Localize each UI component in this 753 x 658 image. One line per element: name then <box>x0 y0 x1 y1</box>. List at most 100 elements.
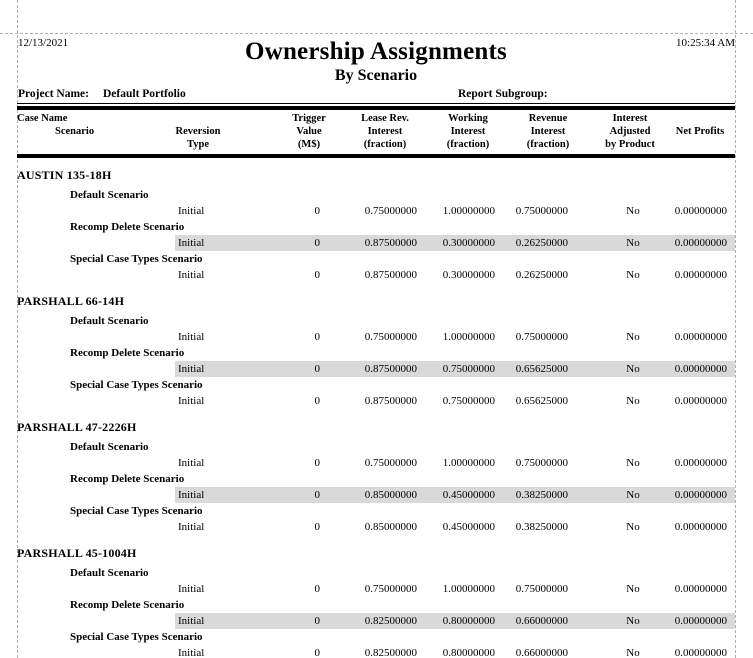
lease-rev-interest-cell: 0.75000000 <box>364 205 417 217</box>
page-margin-guide-top <box>0 33 753 34</box>
lease-rev-interest-cell: 0.87500000 <box>364 269 417 281</box>
scenario-name: Special Case Types Scenario <box>70 379 203 391</box>
scenario-label-row: Default Scenario <box>17 565 735 581</box>
scenario-data-row: Initial 0 0.82500000 0.80000000 0.66000000 No… <box>17 613 735 629</box>
row-highlight <box>175 613 735 629</box>
scenario-label-row: Special Case Types Scenario <box>17 251 735 267</box>
working-interest-cell: 1.00000000 <box>442 583 495 595</box>
revenue-interest-cell: 0.38250000 <box>515 521 568 533</box>
revenue-interest-cell: 0.26250000 <box>515 237 568 249</box>
col-header-lease-rev: Lease Rev. Interest (fraction) <box>361 113 409 150</box>
net-profits-cell: 0.00000000 <box>674 521 727 533</box>
revenue-interest-cell: 0.38250000 <box>515 489 568 501</box>
scenario-label-row: Default Scenario <box>17 313 735 329</box>
case-name: AUSTIN 135-18H <box>17 168 112 182</box>
working-interest-cell: 0.45000000 <box>442 521 495 533</box>
lease-rev-interest-cell: 0.82500000 <box>364 647 417 658</box>
revenue-interest-cell: 0.65625000 <box>515 363 568 375</box>
working-interest-cell: 1.00000000 <box>442 331 495 343</box>
net-profits-cell: 0.00000000 <box>674 615 727 627</box>
interest-adjusted-cell: No <box>626 363 640 375</box>
trigger-value-cell: 0 <box>314 615 321 627</box>
col-header-case-name: Case Name <box>17 113 68 124</box>
row-highlight <box>175 235 735 251</box>
reversion-type-cell: Initial <box>178 237 205 249</box>
interest-adjusted-cell: No <box>626 583 640 595</box>
interest-adjusted-cell: No <box>626 521 640 533</box>
revenue-interest-cell: 0.66000000 <box>515 647 568 658</box>
net-profits-cell: 0.00000000 <box>674 269 727 281</box>
col-header-working-interest: Working Interest (fraction) <box>446 113 490 150</box>
lease-rev-interest-cell: 0.87500000 <box>364 395 417 407</box>
lease-rev-interest-cell: 0.85000000 <box>364 521 417 533</box>
report-date: 12/13/2021 <box>18 37 69 49</box>
reversion-type-cell: Initial <box>178 205 205 217</box>
net-profits-cell: 0.00000000 <box>674 489 727 501</box>
trigger-value-cell: 0 <box>314 647 321 658</box>
case-group: PARSHALL 47-2226H Default Scenario Initial… <box>17 418 735 535</box>
case-name: PARSHALL 66-14H <box>17 294 125 308</box>
scenario-name: Default Scenario <box>70 189 149 201</box>
trigger-value-cell: 0 <box>314 237 321 249</box>
working-interest-cell: 0.75000000 <box>442 363 495 375</box>
net-profits-cell: 0.00000000 <box>674 205 727 217</box>
interest-adjusted-cell: No <box>626 615 640 627</box>
reversion-type-cell: Initial <box>178 457 205 469</box>
trigger-value-cell: 0 <box>314 205 321 217</box>
scenario-label-row: Recomp Delete Scenario <box>17 597 735 613</box>
working-interest-cell: 0.45000000 <box>442 489 495 501</box>
reversion-type-cell: Initial <box>178 395 205 407</box>
revenue-interest-cell: 0.26250000 <box>515 269 568 281</box>
reversion-type-cell: Initial <box>178 489 205 501</box>
trigger-value-cell: 0 <box>314 269 321 281</box>
report-time: 10:25:34 AM <box>676 37 735 49</box>
rule-thin <box>17 103 735 104</box>
reversion-type-cell: Initial <box>178 363 205 375</box>
scenario-label-row: Special Case Types Scenario <box>17 503 735 519</box>
rule-thick-lower <box>17 154 735 158</box>
col-header-reversion-type: Reversion Type <box>175 126 221 150</box>
case-group: PARSHALL 45-1004H Default Scenario Initial… <box>17 544 735 658</box>
scenario-label-row: Special Case Types Scenario <box>17 377 735 393</box>
case-group: AUSTIN 135-18H Default Scenario Initial 0 0.… <box>17 166 735 283</box>
trigger-value-cell: 0 <box>314 489 321 501</box>
interest-adjusted-cell: No <box>626 647 640 658</box>
interest-adjusted-cell: No <box>626 395 640 407</box>
net-profits-cell: 0.00000000 <box>674 363 727 375</box>
trigger-value-cell: 0 <box>314 331 321 343</box>
scenario-data-row: Initial 0 0.87500000 0.30000000 0.26250000 No… <box>17 235 735 251</box>
lease-rev-interest-cell: 0.75000000 <box>364 331 417 343</box>
revenue-interest-cell: 0.75000000 <box>515 457 568 469</box>
reversion-type-cell: Initial <box>178 521 205 533</box>
table-body: AUSTIN 135-18H Default Scenario Initial 0 0.… <box>17 166 735 658</box>
net-profits-cell: 0.00000000 <box>674 395 727 407</box>
reversion-type-cell: Initial <box>178 615 205 627</box>
interest-adjusted-cell: No <box>626 269 640 281</box>
case-group: PARSHALL 66-14H Default Scenario Initial 0 0… <box>17 292 735 409</box>
case-name: PARSHALL 45-1004H <box>17 546 137 560</box>
interest-adjusted-cell: No <box>626 237 640 249</box>
net-profits-cell: 0.00000000 <box>674 647 727 658</box>
scenario-name: Special Case Types Scenario <box>70 505 203 517</box>
reversion-type-cell: Initial <box>178 269 205 281</box>
scenario-label-row: Default Scenario <box>17 439 735 455</box>
col-header-trigger-value: Trigger Value (M$) <box>292 113 326 150</box>
trigger-value-cell: 0 <box>314 521 321 533</box>
scenario-data-row: Initial 0 0.75000000 1.00000000 0.75000000 No… <box>17 203 735 219</box>
col-header-scenario: Scenario <box>55 126 95 137</box>
trigger-value-cell: 0 <box>314 363 321 375</box>
rule-thick-upper <box>17 106 735 110</box>
revenue-interest-cell: 0.75000000 <box>515 331 568 343</box>
table-header-row: Case Name Scenario Reversion Type Trigge… <box>17 112 735 152</box>
working-interest-cell: 1.00000000 <box>442 205 495 217</box>
scenario-label-row: Recomp Delete Scenario <box>17 471 735 487</box>
scenario-name: Special Case Types Scenario <box>70 631 203 643</box>
scenario-name: Recomp Delete Scenario <box>70 599 185 611</box>
project-name-label: Project Name: <box>18 88 89 100</box>
working-interest-cell: 1.00000000 <box>442 457 495 469</box>
scenario-data-row: Initial 0 0.75000000 1.00000000 0.75000000 No… <box>17 581 735 597</box>
interest-adjusted-cell: No <box>626 489 640 501</box>
lease-rev-interest-cell: 0.82500000 <box>364 615 417 627</box>
reversion-type-cell: Initial <box>178 331 205 343</box>
